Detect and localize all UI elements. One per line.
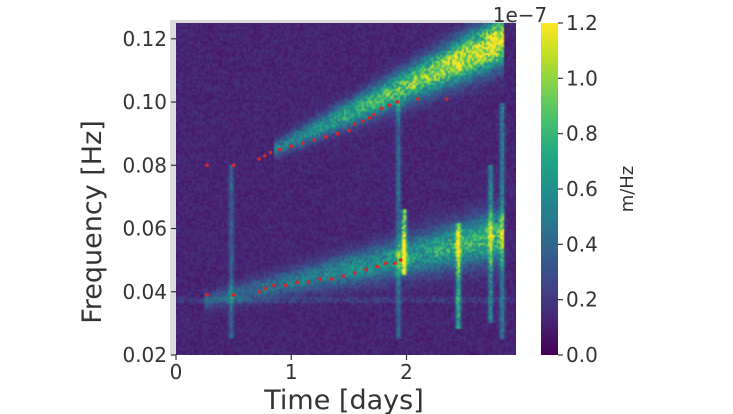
track-marker — [262, 154, 267, 158]
x-tick-label: 1 — [285, 360, 298, 384]
track-marker — [445, 97, 449, 101]
track-marker — [324, 135, 328, 139]
colorbar-tick-label: 0.4 — [566, 232, 598, 256]
spectrogram-heatmap — [176, 23, 516, 355]
track-marker — [257, 290, 261, 294]
colorbar-ticks: 0.0 0.2 0.4 0.6 0.8 1.0 1.2 — [558, 11, 598, 367]
colorbar-tick-label: 0.2 — [566, 288, 598, 312]
track-marker — [335, 131, 340, 136]
track-marker — [306, 280, 311, 285]
track-marker — [375, 264, 380, 269]
colorbar-label: m/Hz — [617, 166, 638, 213]
track-marker — [384, 261, 388, 266]
track-marker — [379, 106, 384, 111]
red-track-markers — [205, 97, 449, 297]
track-marker — [416, 97, 420, 101]
track-marker — [312, 138, 317, 142]
track-marker — [372, 112, 377, 117]
track-marker — [272, 283, 276, 288]
track-marker — [277, 147, 282, 152]
colorbar-tick-label: 1.2 — [566, 11, 598, 35]
track-marker — [398, 258, 403, 262]
x-axis: 0 1 2 — [170, 355, 413, 384]
plot-area — [170, 20, 516, 355]
track-marker — [360, 119, 365, 123]
x-tick-label: 2 — [400, 360, 413, 384]
track-marker — [257, 157, 261, 161]
track-marker — [205, 163, 209, 168]
y-tick-label: 0.10 — [122, 90, 167, 114]
track-marker — [352, 122, 357, 126]
track-marker — [283, 283, 288, 288]
track-marker — [205, 293, 209, 297]
track-marker — [347, 128, 351, 133]
track-marker — [231, 293, 236, 297]
x-tick-label: 0 — [170, 360, 183, 384]
track-marker — [352, 271, 357, 275]
track-marker — [341, 274, 345, 278]
colorbar-offset-text: 1e−7 — [493, 3, 548, 27]
y-tick-label: 0.12 — [122, 27, 167, 51]
track-marker — [289, 144, 294, 149]
track-marker — [301, 141, 305, 145]
track-marker — [364, 267, 369, 272]
colorbar-gradient — [541, 23, 558, 355]
track-marker — [318, 277, 322, 281]
colorbar-tick-label: 0.0 — [566, 343, 598, 367]
track-marker — [268, 150, 273, 155]
y-tick-label: 0.04 — [122, 280, 167, 304]
y-tick-label: 0.08 — [122, 153, 167, 177]
track-marker — [395, 100, 400, 104]
colorbar-tick-label: 0.8 — [566, 122, 598, 146]
track-marker — [387, 103, 392, 107]
track-marker — [295, 280, 299, 285]
y-axis: 0.02 0.04 0.06 0.08 0.10 0.12 — [122, 27, 176, 367]
colorbar-tick-label: 0.6 — [566, 177, 598, 201]
x-axis-label: Time [days] — [263, 385, 423, 414]
track-marker — [231, 163, 236, 168]
y-tick-label: 0.02 — [122, 343, 167, 367]
colorbar: 0.0 0.2 0.4 0.6 0.8 1.0 1.2 1e−7 m/Hz — [493, 3, 638, 367]
track-marker — [264, 286, 268, 291]
track-marker — [393, 261, 397, 266]
y-axis-label: Frequency [Hz] — [77, 120, 108, 324]
colorbar-tick-label: 1.0 — [566, 66, 598, 90]
track-marker — [367, 116, 372, 120]
y-tick-label: 0.06 — [122, 217, 167, 241]
track-marker — [329, 277, 334, 281]
